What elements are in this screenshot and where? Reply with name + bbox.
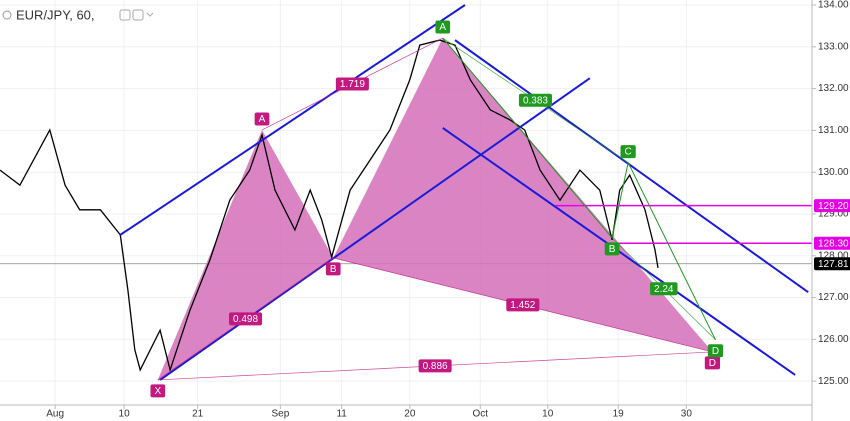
x-tick-label: Oct bbox=[473, 409, 489, 420]
ratio-label: 1.452 bbox=[506, 298, 540, 312]
point-label-bg bbox=[150, 384, 166, 398]
last-price-label: 127.81 bbox=[814, 257, 850, 271]
chart-title: EUR/JPY, 60, bbox=[16, 7, 95, 22]
point-label-text: C bbox=[625, 147, 632, 158]
level-label-bg bbox=[814, 236, 850, 250]
ratio-label-bg bbox=[506, 298, 540, 312]
icon-button[interactable] bbox=[132, 9, 144, 21]
point-label-text: A bbox=[259, 114, 266, 125]
pattern-leg bbox=[611, 162, 629, 238]
x-tick-label: 10 bbox=[119, 409, 131, 420]
point-label-bg bbox=[707, 344, 724, 358]
ratio-label: 0.383 bbox=[518, 93, 552, 107]
trend-line bbox=[119, 4, 466, 236]
x-tick-label: 11 bbox=[336, 409, 347, 420]
point-label-bg bbox=[435, 20, 451, 34]
y-tick-label: 131.00 bbox=[818, 125, 849, 136]
x-tick-label: 20 bbox=[404, 409, 416, 420]
y-tick-label: 130.00 bbox=[818, 167, 849, 178]
ratio-label: 2.24 bbox=[650, 282, 678, 296]
pattern-fill bbox=[333, 38, 713, 352]
point-label-text: D bbox=[709, 358, 716, 369]
ratio-label-bg bbox=[418, 359, 452, 373]
y-tick-label: 128.00 bbox=[818, 250, 849, 261]
y-tick-label: 126.00 bbox=[818, 334, 849, 345]
point-label-text: X bbox=[154, 386, 161, 397]
point-label-bg bbox=[254, 112, 270, 126]
last-price-label-bg bbox=[814, 257, 850, 271]
ratio-label-text: 1.452 bbox=[510, 300, 535, 311]
point-label: B bbox=[604, 242, 620, 256]
y-tick-label: 125.00 bbox=[818, 376, 849, 387]
point-label: X bbox=[150, 384, 166, 398]
ratio-label-text: 0.886 bbox=[423, 361, 448, 372]
x-tick-label: 19 bbox=[613, 409, 625, 420]
level-label: 129.20 bbox=[814, 199, 850, 213]
point-label-text: A bbox=[439, 22, 446, 33]
y-tick-label: 134.00 bbox=[818, 0, 849, 11]
trend-line bbox=[454, 39, 809, 293]
point-label-text: D bbox=[712, 346, 719, 357]
point-label-bg bbox=[325, 262, 341, 276]
x-tick-label: 30 bbox=[681, 409, 693, 420]
level-label-text: 128.30 bbox=[818, 238, 849, 249]
x-tick-label: Aug bbox=[46, 409, 64, 420]
ratio-label-bg bbox=[650, 282, 678, 296]
ratio-label-bg bbox=[518, 93, 552, 107]
point-label-bg bbox=[604, 242, 620, 256]
point-label: D bbox=[704, 356, 721, 370]
status-dot bbox=[2, 10, 12, 20]
point-label: C bbox=[620, 145, 636, 159]
ratio-label-bg bbox=[335, 77, 369, 91]
point-label: A bbox=[254, 112, 270, 126]
last-price-label-text: 127.81 bbox=[818, 259, 849, 270]
level-label: 128.30 bbox=[814, 236, 850, 250]
level-label-bg bbox=[814, 199, 850, 213]
y-tick-label: 133.00 bbox=[818, 41, 849, 52]
point-label-text: B bbox=[330, 264, 337, 275]
dropdown-arrow[interactable] bbox=[146, 12, 154, 17]
point-label-text: B bbox=[609, 244, 616, 255]
y-tick-label: 127.00 bbox=[818, 292, 849, 303]
point-label: A bbox=[435, 20, 451, 34]
y-tick-label: 129.00 bbox=[818, 209, 849, 220]
level-label-text: 129.20 bbox=[818, 201, 849, 212]
axes: 125.00 126.00 127.00 128.00 129.00 130.00 131.… bbox=[46, 0, 850, 420]
pattern-fill bbox=[157, 129, 334, 380]
icon-button[interactable] bbox=[119, 9, 131, 21]
pattern-leg bbox=[442, 37, 613, 239]
ratio-label-bg bbox=[228, 312, 263, 326]
ratio-label-text: 0.383 bbox=[523, 95, 548, 106]
ratio-label-text: 1.719 bbox=[340, 79, 365, 90]
trend-line bbox=[159, 77, 591, 381]
point-label-bg bbox=[704, 356, 721, 370]
x-tick-label: 10 bbox=[542, 409, 554, 420]
ratio-label: 0.498 bbox=[228, 312, 263, 326]
point-label: D bbox=[707, 344, 724, 358]
ratio-label-text: 0.498 bbox=[233, 314, 258, 325]
price-line bbox=[0, 39, 659, 373]
point-label: B bbox=[325, 262, 341, 276]
ratio-label: 0.886 bbox=[418, 359, 452, 373]
ratio-label: 1.719 bbox=[335, 77, 369, 91]
y-tick-label: 132.00 bbox=[818, 83, 849, 94]
pattern-leg bbox=[627, 162, 716, 341]
x-tick-label: 21 bbox=[192, 409, 204, 420]
plot-area bbox=[0, 4, 812, 381]
ratio-label-text: 2.24 bbox=[654, 284, 674, 295]
x-tick-label: Sep bbox=[271, 409, 289, 420]
point-label-bg bbox=[620, 145, 636, 159]
